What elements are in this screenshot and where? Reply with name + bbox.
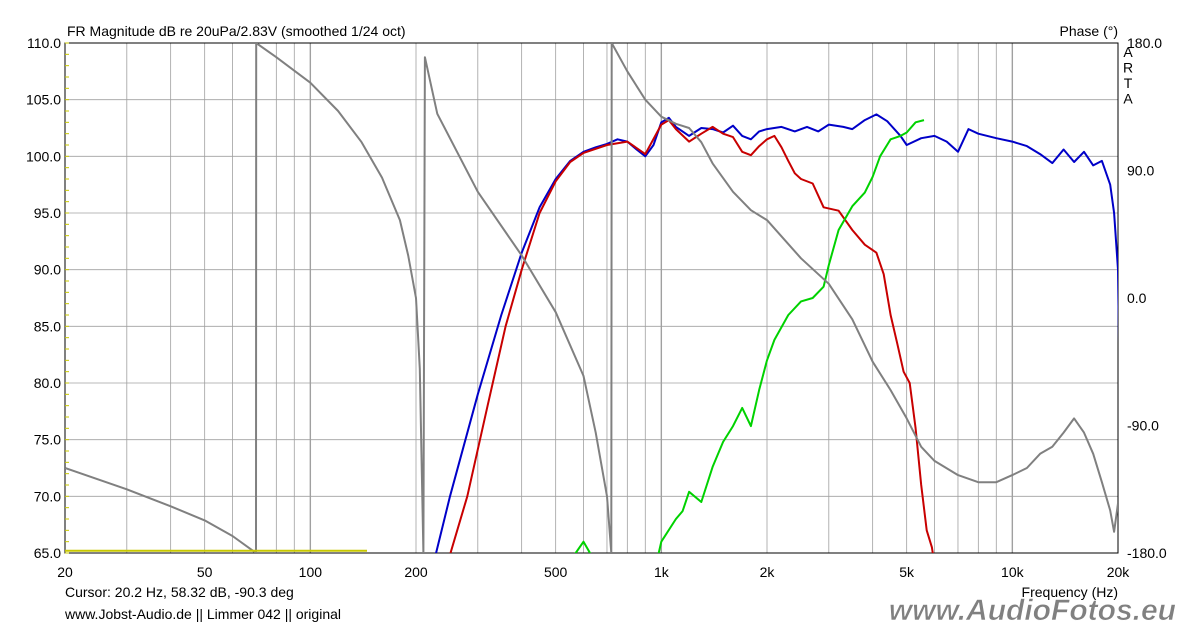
y-axis-ticks: 65.0 70.0 75.0 80.0 85.0 90.0 95.0 100.0 105.0 11… [26,35,69,561]
grid [65,43,1118,553]
series-layer [65,43,1118,553]
phase-axis-title: Phase (°) [1059,23,1118,39]
phase-tick-label: 0.0 [1127,290,1147,306]
y-tick-label: 80.0 [34,375,61,391]
x-tick-label: 5k [899,564,915,580]
phase-tick-label: 180.0 [1127,35,1162,51]
brand-letter: T [1124,75,1133,91]
y-tick-label: 70.0 [34,488,61,504]
y-tick-label: 90.0 [34,262,61,278]
x-tick-label: 500 [544,564,568,580]
chart-title: FR Magnitude dB re 20uPa/2.83V (smoothed… [67,23,406,39]
y-tick-label: 95.0 [34,205,61,221]
series-line-0 [435,113,1118,553]
phase-tick-label: -90.0 [1127,418,1159,434]
y-tick-label: 105.0 [26,92,61,108]
series-line-3 [65,43,1118,553]
phase-tick-label: -180.0 [1127,545,1167,561]
x-tick-label: 20 [57,564,73,580]
phase-axis-ticks: -180.0 -90.0 0.0 90.0 180.0 [1127,35,1167,561]
x-tick-label: 200 [404,564,428,580]
x-tick-label: 20k [1107,564,1131,580]
y-tick-label: 75.0 [34,432,61,448]
x-tick-label: 10k [1001,564,1025,580]
brand-letter: A [1123,44,1133,60]
y-tick-label: 110.0 [27,35,61,51]
series-line-1 [449,119,934,553]
x-tick-label: 2k [760,564,776,580]
x-tick-label: 100 [299,564,323,580]
watermark: www.AudioFotos.eu [889,594,1176,626]
series-line-2 [574,119,925,553]
y-tick-label: 100.0 [26,148,61,164]
x-tick-label: 1k [654,564,670,580]
phase-tick-label: 90.0 [1127,163,1154,179]
footer-text: www.Jobst-Audio.de || Limmer 042 || orig… [64,606,341,622]
x-tick-label: 50 [197,564,213,580]
brand-letter: A [1123,91,1133,107]
cursor-readout: Cursor: 20.2 Hz, 58.32 dB, -90.3 deg [65,584,294,600]
x-axis-ticks: 20 50 100 200 500 1k 2k 5k 10k 20k [57,564,1130,580]
y-tick-label: 85.0 [34,318,61,334]
x-axis-label: Frequency (Hz) [1022,584,1118,600]
brand-letter: R [1123,60,1133,76]
y-tick-label: 65.0 [34,545,61,561]
